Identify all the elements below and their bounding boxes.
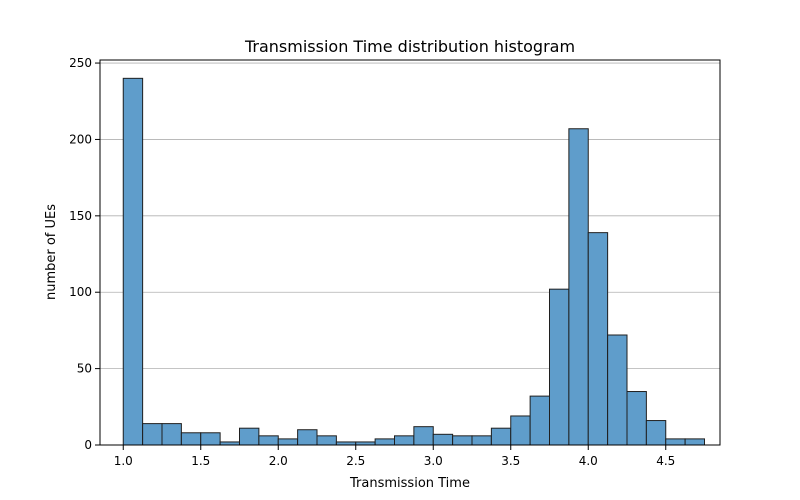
histogram-bar: [297, 429, 318, 446]
x-tick-label: 4.0: [579, 454, 598, 468]
histogram-bar: [413, 426, 434, 446]
histogram-bar: [607, 334, 628, 446]
histogram-bar: [510, 415, 531, 446]
y-axis-ticks: 0 50 100 150 200 250: [69, 56, 100, 452]
x-tick-label: 2.5: [346, 454, 365, 468]
histogram-bar: [549, 288, 570, 446]
histogram-bar: [374, 438, 395, 446]
y-tick-label: 50: [77, 362, 92, 376]
x-tick-label: 3.0: [424, 454, 443, 468]
histogram-bar: [587, 232, 609, 446]
histogram-bar: [180, 432, 202, 446]
grid-lines: [100, 62, 720, 370]
y-tick-label: 150: [69, 209, 92, 223]
histogram-bar: [200, 432, 221, 446]
histogram-bar: [142, 423, 163, 446]
histogram-bar: [239, 427, 260, 446]
histogram-bar: [645, 420, 667, 446]
histogram-bar: [277, 438, 299, 446]
plot-frame: [99, 59, 721, 446]
histogram-bar: [258, 435, 279, 446]
histogram-bar: [490, 427, 512, 446]
histogram-bar: [122, 77, 144, 446]
histogram-bar: [432, 433, 454, 446]
histogram-bar: [471, 435, 492, 446]
histogram-bar: [452, 435, 473, 446]
x-tick-label: 1.5: [191, 454, 210, 468]
histogram-bar: [529, 395, 550, 446]
x-tick-label: 4.5: [656, 454, 675, 468]
histogram-bar: [626, 391, 647, 446]
y-tick-label: 100: [69, 285, 92, 299]
x-tick-label: 2.0: [269, 454, 288, 468]
x-tick-label: 1.0: [114, 454, 133, 468]
histogram-bar: [161, 423, 182, 446]
y-tick-label: 250: [69, 56, 92, 70]
y-tick-label: 0: [84, 438, 92, 452]
histogram-bar: [394, 435, 415, 446]
histogram-bar: [316, 435, 337, 446]
chart-title: Transmission Time distribution histogram: [244, 37, 575, 56]
histogram-bar: [684, 438, 705, 446]
y-axis-label: number of UEs: [44, 204, 59, 300]
histogram-bars: [122, 77, 705, 446]
x-tick-label: 3.5: [501, 454, 520, 468]
x-axis-label: Transmission Time: [349, 476, 470, 491]
y-tick-label: 200: [69, 132, 92, 146]
histogram-bar: [665, 438, 686, 446]
histogram-bar: [568, 128, 589, 446]
x-axis-ticks: 1.0 1.5 2.0 2.5 3.0 3.5 4.0 4.5: [114, 445, 675, 468]
